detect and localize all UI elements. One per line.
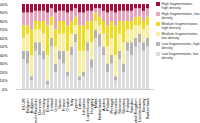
svg-text:Croatia: Croatia — [65, 98, 71, 112]
svg-text:Finland: Finland — [125, 98, 131, 112]
svg-text:France: France — [61, 98, 67, 111]
svg-text:Slovenia: Slovenia — [117, 98, 123, 114]
svg-text:Ireland: Ireland — [49, 98, 55, 111]
svg-text:Spain: Spain — [57, 98, 63, 109]
svg-text:Slovakia: Slovakia — [121, 98, 127, 114]
svg-text:Italy: Italy — [69, 98, 75, 106]
svg-text:Romania: Romania — [113, 98, 119, 115]
svg-text:60%: 60% — [0, 36, 8, 41]
svg-text:Austria: Austria — [101, 98, 107, 111]
svg-text:90%: 90% — [0, 10, 8, 15]
svg-text:50%: 50% — [0, 44, 8, 49]
svg-text:Poland: Poland — [105, 98, 111, 111]
svg-text:Norway: Norway — [141, 98, 147, 113]
svg-text:70%: 70% — [0, 27, 8, 32]
html-text:Medium fragmentation, high den: Medium fragmentation, high density — [161, 21, 199, 30]
svg-text:EU-28: EU-28 — [21, 98, 27, 110]
svg-text:Malta: Malta — [93, 98, 99, 109]
svg-text:0%: 0% — [2, 87, 8, 92]
svg-text:Luxembourg: Luxembourg — [85, 98, 91, 121]
svg-text:20%: 20% — [0, 70, 8, 75]
svg-text:Latvia: Latvia — [77, 98, 83, 110]
svg-text:30%: 30% — [0, 61, 8, 66]
svg-text:Germany: Germany — [41, 98, 47, 115]
svg-text:Greece: Greece — [53, 98, 59, 112]
svg-text:Liechtenstein: Liechtenstein — [137, 98, 143, 123]
svg-text:Denmark: Denmark — [37, 98, 43, 115]
svg-text:Belgium: Belgium — [25, 98, 31, 113]
svg-text:Portugal: Portugal — [109, 98, 115, 114]
html-text:High fragmentation, high densi: High fragmentation, high density — [161, 2, 193, 11]
svg-text:10%: 10% — [0, 78, 8, 83]
html-text:Low fragmentation, low density: Low fragmentation, low density — [161, 51, 199, 60]
svg-text:Sweden: Sweden — [129, 98, 135, 113]
svg-text:Hungary: Hungary — [89, 98, 95, 114]
svg-text:Netherlands: Netherlands — [97, 98, 103, 121]
svg-text:Switzerland: Switzerland — [145, 99, 150, 120]
html-text:Medium fragmentation, low dens: Medium fragmentation, low density — [161, 31, 199, 40]
svg-text:Lithuania: Lithuania — [81, 98, 87, 115]
svg-text:Bulgaria: Bulgaria — [29, 98, 35, 114]
html-text:High fragmentation, low densit: High fragmentation, low density — [161, 11, 200, 21]
svg-text:Cyprus: Cyprus — [73, 98, 79, 112]
svg-text:100%: 100% — [0, 2, 8, 7]
html-text:Low fragmentation, high densit: Low fragmentation, high density — [161, 41, 200, 50]
svg-text:Estonia: Estonia — [45, 98, 51, 112]
svg-text:40%: 40% — [0, 53, 8, 58]
svg-text:80%: 80% — [0, 19, 8, 24]
